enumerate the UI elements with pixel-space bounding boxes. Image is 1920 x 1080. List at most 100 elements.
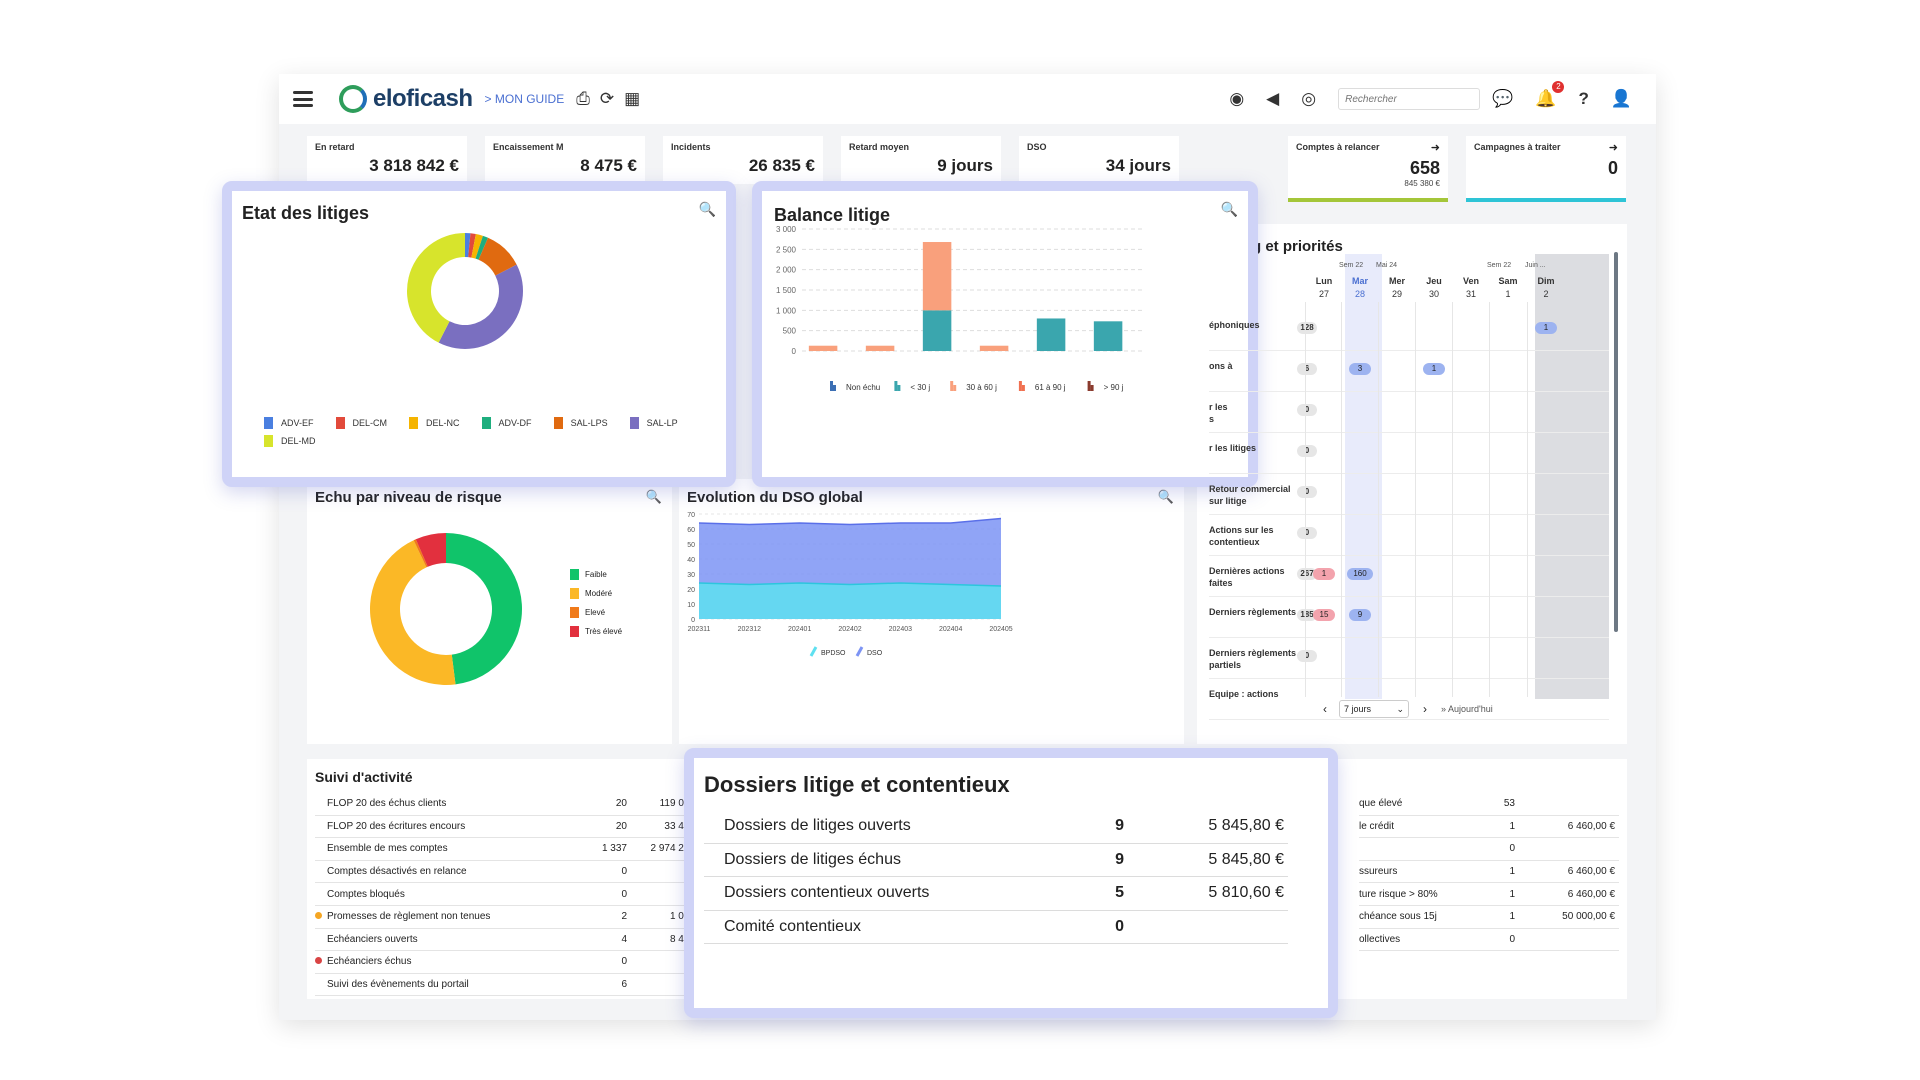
planning-pill[interactable]: 9 <box>1349 609 1371 621</box>
arrow-right-icon[interactable]: ➜ <box>1608 142 1618 154</box>
table-row[interactable]: 0 <box>1359 838 1619 861</box>
user-icon[interactable]: 👤 <box>1610 89 1632 108</box>
day-header[interactable]: Ven 31 <box>1456 276 1486 299</box>
period-select[interactable]: 7 jours ⌄ <box>1339 700 1409 718</box>
table-row[interactable]: Comité contentieux 0 <box>704 911 1288 944</box>
table-row[interactable]: Comptes bloqués 0 <box>315 883 865 906</box>
table-row[interactable]: le crédit 1 6 460,00 € <box>1359 816 1619 839</box>
day-header[interactable]: Sam 1 <box>1493 276 1523 299</box>
legend-item[interactable]: DEL-CM <box>335 417 387 429</box>
bar-segment[interactable] <box>1036 318 1066 351</box>
legend-item[interactable]: 30 à 60 j <box>950 381 997 392</box>
kpi-en-retard[interactable]: En retard 3 818 842 € <box>307 136 467 184</box>
etat-slice-sal-lp[interactable] <box>438 264 523 349</box>
zoom-icon[interactable]: 🔍 <box>698 201 716 217</box>
table-row[interactable]: Echéanciers échus 0 <box>315 951 865 974</box>
bar-segment[interactable] <box>1093 321 1123 351</box>
risk-slice-faible[interactable] <box>446 533 522 685</box>
kpi-incidents[interactable]: Incidents 26 835 € <box>663 136 823 184</box>
etat-slice-adv-ef[interactable] <box>465 233 471 258</box>
target-icon[interactable]: ◉ <box>1229 89 1245 108</box>
area-bpdso[interactable] <box>699 583 1001 619</box>
bell-icon[interactable]: 🔔 2 <box>1535 81 1565 109</box>
kpi-campagnes[interactable]: Campagnes à traiter ➜ 0 <box>1466 136 1626 202</box>
help-icon[interactable]: ? <box>1578 89 1589 108</box>
legend-item[interactable]: < 30 j <box>894 381 930 392</box>
scrollbar[interactable] <box>1614 252 1618 632</box>
apps-grid-icon[interactable]: ▦ <box>624 89 641 108</box>
table-row[interactable]: FLOP 20 des écritures encours 20 33 416 <box>315 816 865 839</box>
table-row[interactable]: ollectives 0 <box>1359 929 1619 952</box>
legend-item[interactable]: Très élevé <box>570 626 622 637</box>
day-header[interactable]: Lun 27 <box>1309 276 1339 299</box>
etat-slice-adv-df[interactable] <box>475 235 489 260</box>
etat-slice-sal-lps[interactable] <box>478 237 517 276</box>
planning-pill[interactable]: 1 <box>1313 568 1335 580</box>
table-row[interactable]: FLOP 20 des échus clients 20 119 050 <box>315 793 865 816</box>
planning-pill[interactable]: 15 <box>1313 609 1335 621</box>
zoom-icon[interactable]: 🔍 <box>645 489 662 504</box>
table-row[interactable]: ssureurs 1 6 460,00 € <box>1359 861 1619 884</box>
table-row[interactable]: Dossiers de litiges échus 9 5 845,80 € <box>704 844 1288 877</box>
kpi-encaissement[interactable]: Encaissement M 8 475 € <box>485 136 645 184</box>
legend-item[interactable]: Elevé <box>570 607 622 618</box>
etat-slice-del-md[interactable] <box>407 233 465 343</box>
today-link[interactable]: » Aujourd'hui <box>1441 704 1493 714</box>
etat-slice-del-nc[interactable] <box>471 234 483 259</box>
legend-item[interactable]: SAL-LP <box>629 417 678 429</box>
bar-segment[interactable] <box>979 345 1009 351</box>
table-row[interactable]: Comptes désactivés en relance 0 <box>315 861 865 884</box>
legend-item[interactable]: Modéré <box>570 588 622 599</box>
next-icon[interactable]: › <box>1423 702 1427 716</box>
risk-slice-mod-r-[interactable] <box>370 540 456 685</box>
table-row[interactable]: Dossiers de litiges ouverts 9 5 845,80 € <box>704 810 1288 844</box>
print-icon[interactable]: ⎙ <box>576 89 590 108</box>
day-header[interactable]: Dim 2 <box>1531 276 1561 299</box>
day-header[interactable]: Mer 29 <box>1382 276 1412 299</box>
risk-slice-elev-[interactable] <box>413 539 428 568</box>
table-row[interactable]: ture risque > 80% 1 6 460,00 € <box>1359 883 1619 906</box>
refresh-icon[interactable]: ⟳ <box>599 89 615 108</box>
table-row[interactable]: Echéanciers ouverts 4 8 417 <box>315 929 865 952</box>
arrow-right-icon[interactable]: ➜ <box>1430 142 1440 154</box>
planning-pill[interactable]: 1 <box>1535 322 1557 334</box>
menu-icon[interactable] <box>293 91 313 107</box>
day-header[interactable]: Mar 28 <box>1345 276 1375 299</box>
legend-item[interactable]: DEL-NC <box>409 417 460 429</box>
planning-pill[interactable]: 3 <box>1349 363 1371 375</box>
legend-item[interactable]: BPDSO <box>809 646 846 657</box>
table-row[interactable]: Dossiers contentieux ouverts 5 5 810,60 € <box>704 877 1288 911</box>
kpi-retard-moyen[interactable]: Retard moyen 9 jours <box>841 136 1001 184</box>
search-input[interactable] <box>1338 88 1481 110</box>
legend-item[interactable]: Faible <box>570 569 622 580</box>
legend-item[interactable]: ADV-DF <box>481 417 532 429</box>
bar-segment[interactable] <box>808 345 838 351</box>
history-icon[interactable]: ◎ <box>1301 89 1317 108</box>
kpi-dso[interactable]: DSO 34 jours <box>1019 136 1179 184</box>
guide-link[interactable]: > MON GUIDE <box>484 92 565 106</box>
legend-item[interactable]: Non échu <box>830 381 880 392</box>
etat-slice-del-cm[interactable] <box>468 233 476 258</box>
table-row[interactable]: Promesses de règlement non tenues 2 1 097 <box>315 906 865 929</box>
back-icon[interactable]: ◀ <box>1266 89 1280 108</box>
table-row[interactable]: Ensemble de mes comptes 1 337 2 974 220 <box>315 838 865 861</box>
table-row[interactable]: Suivi des évènements du portail 6 <box>315 974 865 997</box>
legend-item[interactable]: DEL-MD <box>264 435 316 447</box>
risk-slice-tr-s-lev-[interactable] <box>415 533 446 567</box>
planning-pill[interactable]: 160 <box>1347 568 1373 580</box>
day-header[interactable]: Jeu 30 <box>1419 276 1449 299</box>
legend-item[interactable]: 61 à 90 j <box>1018 381 1066 392</box>
brand-logo[interactable]: eloficash <box>373 85 473 112</box>
table-row[interactable]: chéance sous 15j 1 50 000,00 € <box>1359 906 1619 929</box>
planning-pill[interactable]: 1 <box>1423 363 1445 375</box>
bar-segment[interactable] <box>865 345 895 351</box>
legend-item[interactable]: SAL-LPS <box>553 417 608 429</box>
bar-segment[interactable] <box>922 242 952 311</box>
zoom-icon[interactable]: 🔍 <box>1220 201 1238 217</box>
legend-item[interactable]: ADV-EF <box>264 417 314 429</box>
chat-icon[interactable]: 💬 <box>1492 89 1514 108</box>
zoom-icon[interactable]: 🔍 <box>1157 489 1174 504</box>
legend-item[interactable]: DSO <box>855 646 883 657</box>
bar-segment[interactable] <box>922 310 952 351</box>
kpi-comptes-relancer[interactable]: Comptes à relancer ➜ 658 845 380 € <box>1288 136 1448 202</box>
